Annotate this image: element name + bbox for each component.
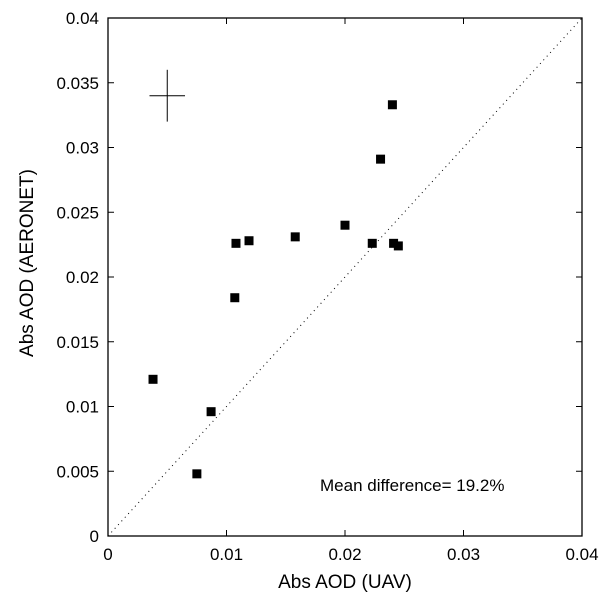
y-tick-label: 0.035 (56, 74, 99, 93)
data-point (393, 241, 403, 251)
x-tick-label: 0.02 (328, 545, 361, 564)
y-tick-label: 0.02 (66, 268, 99, 287)
one-to-one-line (107, 17, 583, 537)
data-point (389, 238, 399, 248)
data-point (376, 154, 386, 164)
data-point (231, 238, 241, 248)
y-tick-label: 0.025 (56, 203, 99, 222)
x-tick-label: 0.03 (447, 545, 480, 564)
data-point (148, 374, 158, 384)
y-tick-label: 0.005 (56, 462, 99, 481)
y-tick-label: 0.04 (66, 9, 99, 28)
data-point (244, 236, 254, 246)
x-tick-label: 0 (103, 545, 112, 564)
x-axis-label: Abs AOD (UAV) (278, 572, 412, 593)
x-tick-label: 0.01 (210, 545, 243, 564)
mean-difference-annotation: Mean difference= 19.2% (320, 476, 504, 495)
y-tick-label: 0 (90, 527, 99, 546)
data-point (367, 238, 377, 248)
x-tick-label: 0.04 (565, 545, 598, 564)
data-point (192, 469, 202, 479)
data-point (206, 407, 216, 417)
y-axis-label: Abs AOD (AERONET) (17, 169, 38, 357)
y-tick-label: 0.015 (56, 333, 99, 352)
data-point (230, 293, 240, 303)
y-tick-label: 0.01 (66, 398, 99, 417)
y-tick-label: 0.03 (66, 139, 99, 158)
data-point (290, 232, 300, 242)
data-point (387, 100, 397, 110)
data-point (340, 220, 350, 230)
